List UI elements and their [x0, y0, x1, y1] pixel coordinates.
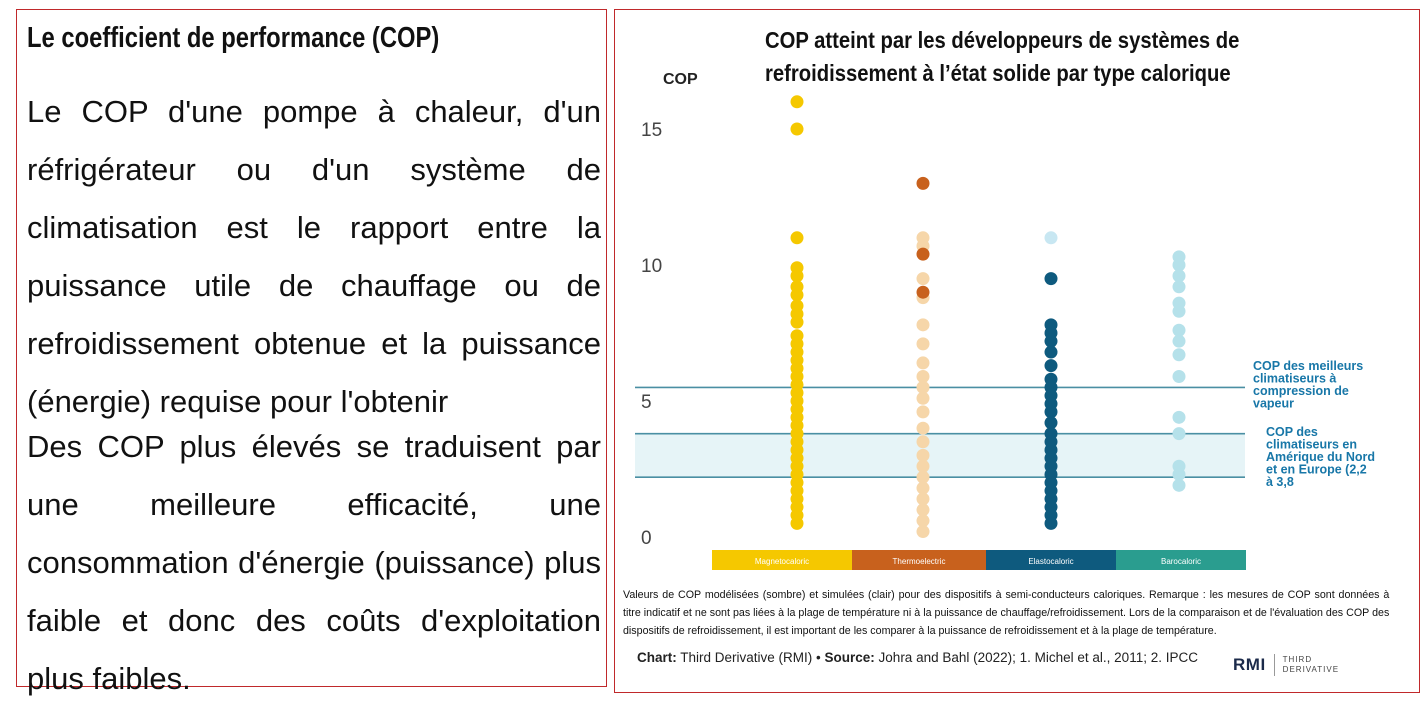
y-tick-label: 15	[641, 120, 662, 141]
simulated-point-barocaloric	[1172, 370, 1186, 384]
modeled-point-elastocaloric	[1044, 516, 1058, 530]
source-label: Source:	[824, 650, 875, 665]
y-tick-label: 5	[641, 392, 652, 413]
rmi-logo: RMI THIRD DERIVATIVE	[1233, 654, 1339, 676]
simulated-point-magnetocaloric	[790, 269, 804, 283]
chart-note: Valeurs de COP modélisées (sombre) et si…	[623, 589, 1390, 637]
chart-credit: Third Derivative (RMI)	[680, 650, 813, 665]
simulated-point-barocaloric	[1172, 280, 1186, 294]
simulated-point-elastocaloric	[1044, 231, 1058, 245]
category-bar-barocaloric	[1116, 550, 1246, 570]
y-tick-label: 0	[641, 528, 652, 549]
cop-benefits-text: Des COP plus élevés se traduisent par un…	[27, 429, 601, 696]
modeled-point-elastocaloric	[1044, 345, 1058, 359]
simulated-point-barocaloric	[1172, 427, 1186, 441]
simulated-point-thermoelectric	[916, 503, 930, 517]
slide-title: Le coefficient de performance (COP)	[27, 22, 440, 54]
text-panel: Le coefficient de performance (COP) Le C…	[16, 9, 607, 696]
simulated-point-thermoelectric	[916, 448, 930, 462]
simulated-point-barocaloric	[1172, 348, 1186, 362]
simulated-point-barocaloric	[1172, 410, 1186, 424]
cop-benefits-paragraph: Des COP plus élevés se traduisent par un…	[27, 418, 601, 708]
chart-panel: COP atteint par les développeurs de syst…	[614, 9, 1420, 693]
simulated-point-magnetocaloric	[790, 315, 804, 329]
simulated-point-thermoelectric	[916, 356, 930, 370]
category-label-elastocaloric: Elastocaloric	[1028, 557, 1073, 566]
simulated-point-thermoelectric	[916, 470, 930, 484]
simulated-point-magnetocaloric	[790, 95, 804, 109]
modeled-point-thermoelectric	[916, 176, 930, 190]
modeled-point-elastocaloric	[1044, 416, 1058, 430]
third-derivative-logo-text: THIRD DERIVATIVE	[1283, 655, 1339, 675]
simulated-point-barocaloric	[1172, 304, 1186, 318]
modeled-point-elastocaloric	[1044, 334, 1058, 348]
modeled-point-elastocaloric	[1044, 359, 1058, 373]
simulated-point-thermoelectric	[916, 370, 930, 384]
simulated-point-barocaloric	[1172, 478, 1186, 492]
y-axis-label: COP	[663, 71, 698, 88]
logo-divider	[1273, 654, 1275, 676]
cop-definition-text: Le COP d'une pompe à chaleur, d'un réfri…	[27, 94, 601, 419]
simulated-point-thermoelectric	[916, 421, 930, 435]
simulated-point-thermoelectric	[916, 405, 930, 419]
category-bar-magnetocaloric	[712, 550, 852, 570]
modeled-point-thermoelectric	[916, 247, 930, 261]
category-label-magnetocaloric: Magnetocaloric	[755, 557, 809, 566]
na-eu-annotation: COP des climatiseurs en Amérique du Nord et…	[1266, 425, 1375, 489]
simulated-point-barocaloric	[1172, 334, 1186, 348]
simulated-point-magnetocaloric	[790, 122, 804, 136]
simulated-point-thermoelectric	[916, 481, 930, 495]
simulated-point-barocaloric	[1172, 467, 1186, 481]
simulated-point-thermoelectric	[916, 272, 930, 286]
simulated-point-thermoelectric	[916, 380, 930, 394]
category-bar-thermoelectric	[852, 550, 986, 570]
category-label-barocaloric: Barocaloric	[1161, 557, 1201, 566]
simulated-point-thermoelectric	[916, 318, 930, 332]
source-credit: Johra and Bahl (2022); 1. Michel et al.,…	[878, 650, 1198, 665]
simulated-point-thermoelectric	[916, 391, 930, 405]
simulated-point-barocaloric	[1172, 323, 1186, 337]
modeled-point-elastocaloric	[1044, 405, 1058, 419]
category-bar-elastocaloric	[986, 550, 1116, 570]
logo-sub-line1: THIRD	[1282, 655, 1313, 664]
simulated-point-barocaloric	[1172, 258, 1186, 272]
modeled-point-thermoelectric	[916, 285, 930, 299]
chart-title: COP atteint par les développeurs de syst…	[765, 27, 1240, 86]
cop-definition-paragraph: Le COP d'une pompe à chaleur, d'un réfri…	[27, 83, 601, 431]
simulated-point-magnetocaloric	[790, 516, 804, 530]
simulated-point-thermoelectric	[916, 492, 930, 506]
simulated-point-magnetocaloric	[790, 231, 804, 245]
simulated-point-barocaloric	[1172, 269, 1186, 283]
y-tick-label: 10	[641, 256, 662, 277]
na-eu-cop-band	[635, 433, 1245, 478]
logo-sub-line2: DERIVATIVE	[1282, 665, 1340, 674]
modeled-point-elastocaloric	[1044, 272, 1058, 286]
simulated-point-thermoelectric	[916, 525, 930, 539]
simulated-point-thermoelectric	[916, 459, 930, 473]
simulated-point-thermoelectric	[916, 337, 930, 351]
rmi-logo-mark: RMI	[1233, 655, 1266, 674]
chart-source: Chart: Third Derivative (RMI) • Source: …	[637, 647, 1207, 668]
cop-scatter-chart: COP 0 5 10 15 Magnetocaloric Thermoelectric El…	[635, 71, 1375, 570]
simulated-point-magnetocaloric	[790, 288, 804, 302]
simulated-point-thermoelectric	[916, 435, 930, 449]
chart-label: Chart:	[637, 650, 677, 665]
source-separator: •	[812, 650, 825, 665]
simulated-point-thermoelectric	[916, 514, 930, 528]
best-ac-annotation: COP des meilleurs climatiseurs à compressi…	[1253, 359, 1363, 411]
category-label-thermoelectric: Thermoelectric	[893, 557, 946, 566]
